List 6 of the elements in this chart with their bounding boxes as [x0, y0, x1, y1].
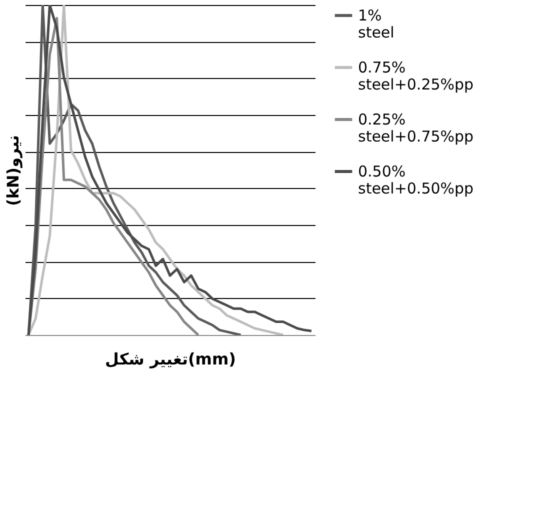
y-axis-title: (kN)نیرو — [4, 134, 22, 206]
legend-label: 1% steel — [358, 6, 394, 42]
legend-label: 0.50% steel+0.50%pp — [358, 162, 474, 198]
legend-label: 0.25% steel+0.75%pp — [358, 110, 474, 146]
x-axis-title: تغییر شکل(mm) — [105, 350, 236, 368]
legend-label: 0.75% steel+0.25%pp — [358, 58, 474, 94]
